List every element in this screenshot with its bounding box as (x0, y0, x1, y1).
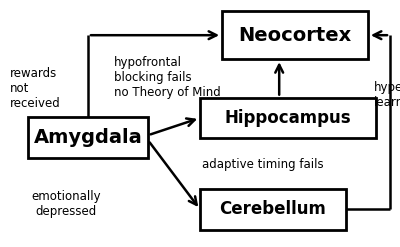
FancyBboxPatch shape (28, 117, 148, 158)
Text: adaptive timing fails: adaptive timing fails (202, 158, 324, 171)
Text: hypofrontal
blocking fails
no Theory of Mind: hypofrontal blocking fails no Theory of … (114, 56, 221, 99)
FancyBboxPatch shape (200, 189, 346, 230)
Text: Neocortex: Neocortex (238, 26, 352, 45)
Text: Amygdala: Amygdala (34, 128, 142, 147)
Text: rewards
not
received: rewards not received (10, 67, 61, 110)
Text: hyperspecific
learning: hyperspecific learning (374, 81, 400, 109)
Text: emotionally
depressed: emotionally depressed (31, 190, 101, 218)
FancyBboxPatch shape (222, 11, 368, 59)
Text: Cerebellum: Cerebellum (220, 200, 326, 218)
Text: Hippocampus: Hippocampus (225, 109, 351, 127)
FancyBboxPatch shape (200, 98, 376, 138)
